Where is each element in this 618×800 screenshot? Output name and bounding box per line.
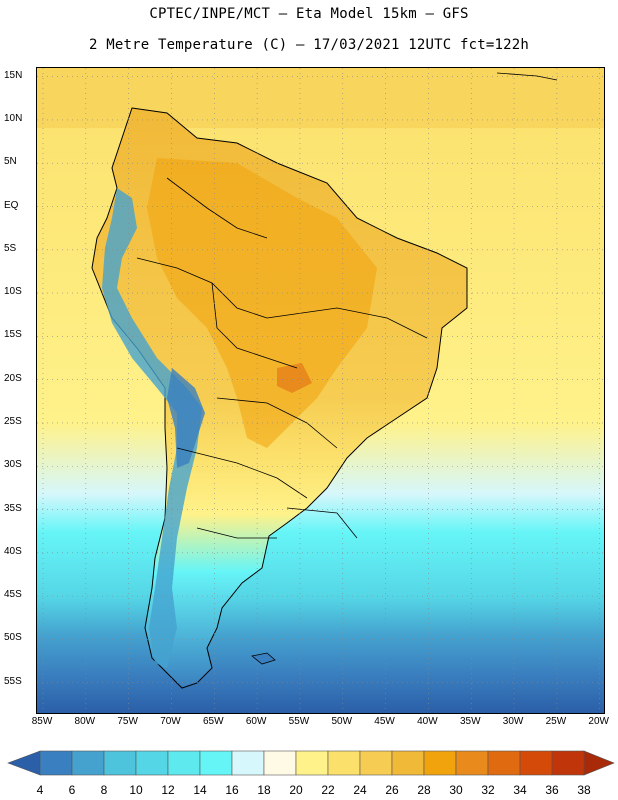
latitude-label: 10S (4, 286, 22, 298)
colorbar-level-label: 16 (225, 783, 239, 797)
latitude-label: 50S (4, 632, 22, 644)
colorbar-bin (455, 750, 489, 776)
colorbar-level-label: 18 (257, 783, 271, 797)
latitude-label: 35S (4, 502, 22, 514)
latitude-label: 40S (4, 545, 22, 557)
tropical-ocean-band (37, 68, 604, 128)
colorbar-level-label: 36 (545, 783, 559, 797)
falkland-islands (251, 652, 276, 665)
colorbar-level-label: 38 (577, 783, 591, 797)
colorbar-bin (487, 750, 521, 776)
colorbar-level-label: 6 (68, 783, 76, 797)
longitude-label: 65W (203, 716, 224, 727)
colorbar-min-arrow (7, 750, 41, 776)
colorbar-level-label: 12 (161, 783, 175, 797)
caribbean-islands (496, 72, 558, 81)
andes-cold-strip (102, 188, 202, 668)
latitude-label: 5N (4, 156, 17, 168)
latitude-label: 55S (4, 675, 22, 687)
longitude-label: 20W (588, 716, 609, 727)
longitude-label: 80W (74, 716, 96, 727)
colorbar-bin (167, 750, 201, 776)
andes-high-core (167, 368, 205, 468)
latitude-label: EQ (4, 199, 19, 211)
hot-spot (277, 363, 312, 393)
map-canvas (37, 68, 604, 713)
latitude-label: 15N (4, 69, 23, 81)
longitude-label: 25W (545, 716, 567, 727)
warm-interior (147, 158, 377, 448)
colorbar-level-label: 14 (193, 783, 207, 797)
colorbar-level-label: 22 (321, 783, 335, 797)
colorbar-bin (519, 750, 553, 776)
temperature-colorbar (7, 750, 615, 776)
colorbar-bin (103, 750, 137, 776)
longitude-label: 40W (417, 716, 438, 727)
colorbar-level-label: 32 (481, 783, 495, 797)
latitude-label: 5S (4, 242, 17, 254)
colorbar-level-label: 34 (513, 783, 527, 797)
colorbar-bin (263, 750, 297, 776)
colorbar-bin (391, 750, 425, 776)
country-borders (136, 177, 428, 539)
colorbar-level-label: 28 (417, 783, 431, 797)
longitude-label: 85W (31, 716, 53, 727)
colorbar-bin (231, 750, 265, 776)
latitude-label: 25S (4, 415, 22, 427)
longitude-label: 50W (331, 716, 353, 727)
longitude-label: 35W (459, 716, 481, 727)
colorbar-bin (423, 750, 457, 776)
longitude-label: 75W (117, 716, 138, 727)
colorbar-bin (359, 750, 393, 776)
colorbar-bin (327, 750, 361, 776)
colorbar-level-label: 24 (353, 783, 367, 797)
longitude-label: 55W (288, 716, 310, 727)
colorbar-level-label: 10 (129, 783, 143, 797)
colorbar-level-label: 30 (449, 783, 463, 797)
temperature-map (36, 67, 605, 714)
colorbar-bin (199, 750, 233, 776)
latitude-label: 45S (4, 589, 22, 601)
latitude-label: 15S (4, 329, 22, 341)
colorbar-level-label: 20 (289, 783, 303, 797)
colorbar-level-label: 4 (36, 783, 44, 797)
colorbar-level-label: 26 (385, 783, 399, 797)
colorbar-max-arrow (583, 750, 615, 776)
longitude-label: 45W (374, 716, 395, 727)
longitude-label: 70W (160, 716, 181, 727)
map-title-line1: CPTEC/INPE/MCT – Eta Model 15km – GFS (149, 6, 469, 22)
colorbar-bin (295, 750, 329, 776)
colorbar-bin (135, 750, 169, 776)
longitude-label: 60W (245, 716, 267, 727)
longitude-label: 30W (502, 716, 524, 727)
colorbar-bin (71, 750, 105, 776)
colorbar-bin (39, 750, 73, 776)
latitude-label: 20S (4, 372, 22, 384)
colorbar-level-label: 8 (100, 783, 108, 797)
colorbar-bin (551, 750, 585, 776)
latitude-label: 10N (4, 112, 23, 124)
map-title-line2: 2 Metre Temperature (C) – 17/03/2021 12U… (88, 37, 530, 53)
latitude-label: 30S (4, 459, 22, 471)
